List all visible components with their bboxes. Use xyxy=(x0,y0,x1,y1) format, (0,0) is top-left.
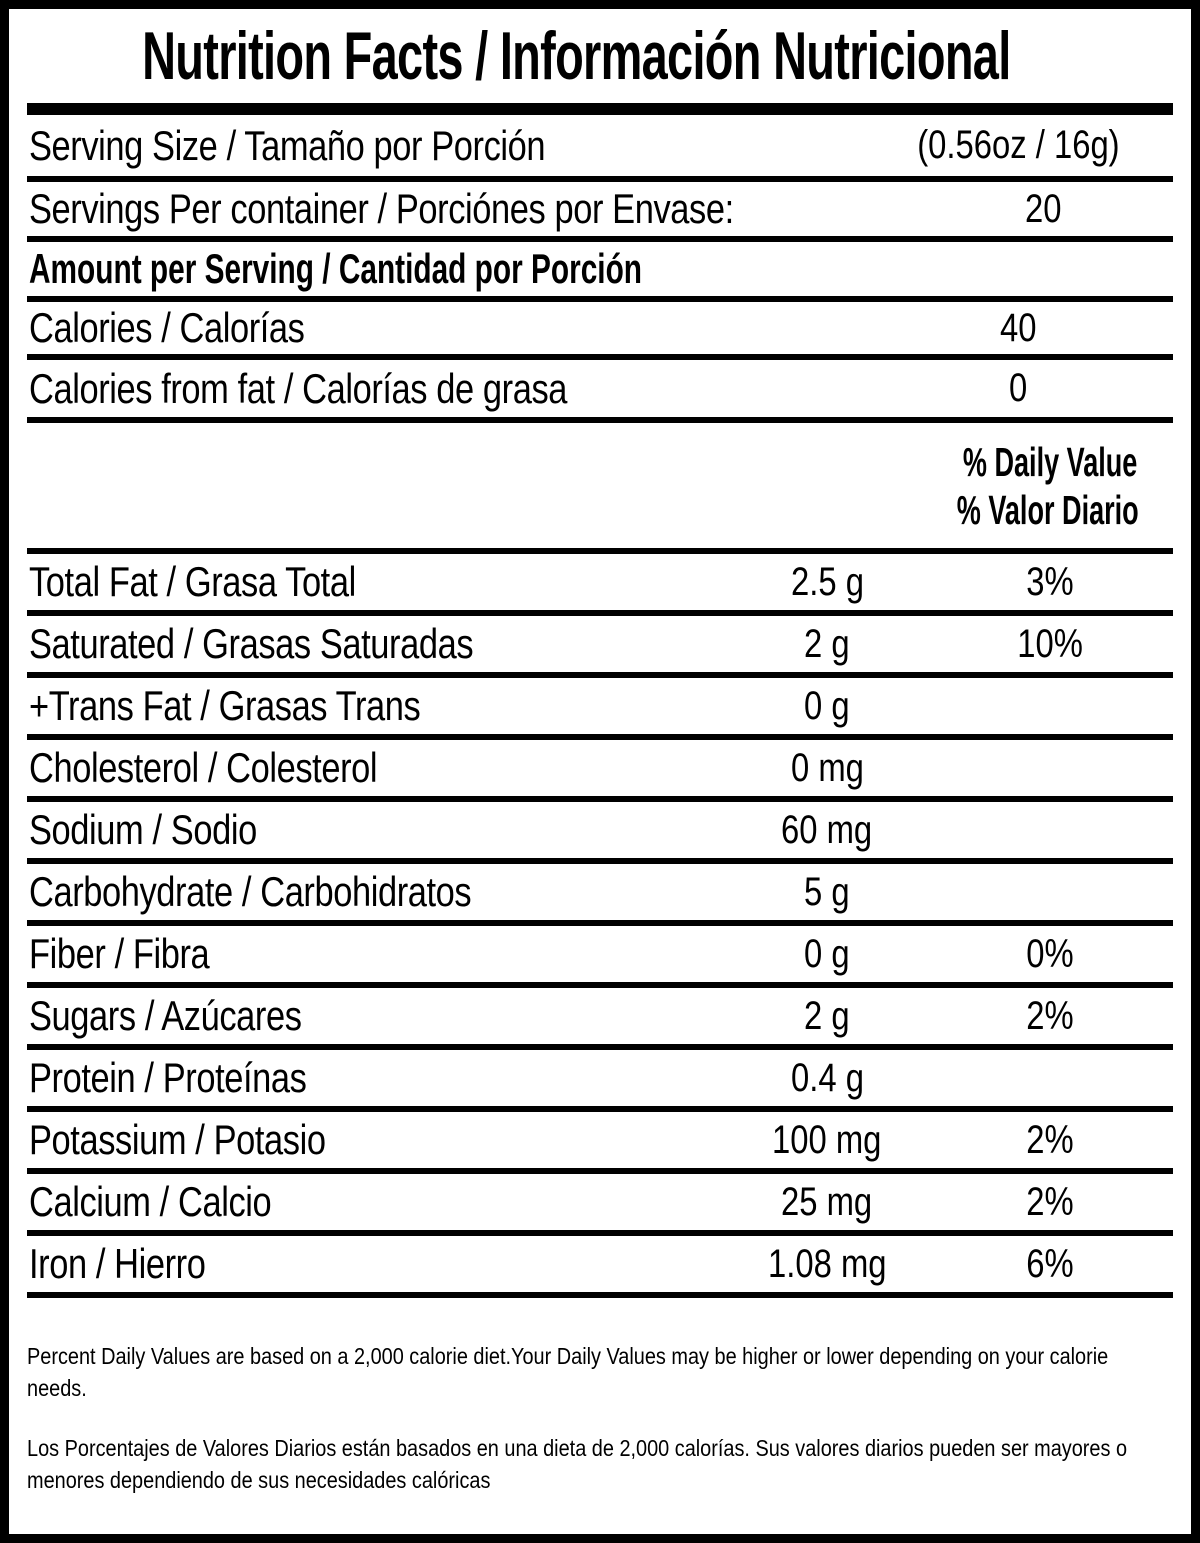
nutrient-row-saturated-fat: Saturated / Grasas Saturadas 2 g 10% xyxy=(27,616,1173,678)
nutrient-daily-value xyxy=(927,684,1173,729)
servings-per-container-value: 20 xyxy=(1025,186,1062,231)
daily-value-header-es: % Valor Diario xyxy=(956,486,1139,533)
nutrient-label: +Trans Fat / Grasas Trans xyxy=(29,682,421,729)
servings-per-container-label: Servings Per container / Porciónes por E… xyxy=(29,185,734,232)
daily-value-header: % Daily Value % Valor Diario xyxy=(863,438,1173,534)
nutrient-label: Sugars / Azúcares xyxy=(29,992,302,1039)
nutrient-amount: 60 mg xyxy=(781,807,873,852)
nutrient-amount: 2 g xyxy=(804,621,850,666)
nutrient-row-sodium: Sodium / Sodio 60 mg xyxy=(27,802,1173,864)
calories-value: 40 xyxy=(999,305,1037,350)
nutrient-row-protein: Protein / Proteínas 0.4 g xyxy=(27,1050,1173,1112)
nutrient-label: Iron / Hierro xyxy=(29,1240,206,1287)
nutrient-row-trans-fat: +Trans Fat / Grasas Trans 0 g xyxy=(27,678,1173,740)
nutrient-daily-value: 6% xyxy=(1026,1241,1074,1286)
nutrient-daily-value xyxy=(927,870,1173,915)
nutrient-row-carbohydrate: Carbohydrate / Carbohidratos 5 g xyxy=(27,864,1173,926)
nutrient-daily-value: 2% xyxy=(1026,993,1074,1038)
nutrient-amount: 100 mg xyxy=(772,1117,882,1162)
nutrient-label: Saturated / Grasas Saturadas xyxy=(29,620,474,667)
calories-from-fat-row: Calories from fat / Calorías de grasa 0 xyxy=(27,360,1173,423)
page-title: Nutrition Facts / Información Nutriciona… xyxy=(141,18,1011,94)
servings-per-container-row: Servings Per container / Porciónes por E… xyxy=(27,182,1173,242)
serving-size-row: Serving Size / Tamaño por Porción (0.56o… xyxy=(27,115,1173,182)
nutrient-row-total-fat: Total Fat / Grasa Total 2.5 g 3% xyxy=(27,554,1173,616)
nutrient-label: Sodium / Sodio xyxy=(29,806,257,853)
daily-value-header-row: % Daily Value % Valor Diario xyxy=(27,423,1173,554)
serving-size-label: Serving Size / Tamaño por Porción xyxy=(29,121,546,169)
nutrient-daily-value: 2% xyxy=(1026,1179,1074,1224)
nutrient-row-cholesterol: Cholesterol / Colesterol 0 mg xyxy=(27,740,1173,802)
nutrient-daily-value xyxy=(927,746,1173,791)
nutrient-label: Calcium / Calcio xyxy=(29,1178,272,1225)
nutrient-row-calcium: Calcium / Calcio 25 mg 2% xyxy=(27,1174,1173,1236)
calories-from-fat-label: Calories from fat / Calorías de grasa xyxy=(29,364,568,412)
nutrient-label: Total Fat / Grasa Total xyxy=(29,558,356,605)
daily-value-header-en: % Daily Value xyxy=(962,438,1137,485)
nutrient-amount: 0 mg xyxy=(790,745,864,790)
calories-label: Calories / Calorías xyxy=(29,304,305,351)
nutrient-amount: 0 g xyxy=(804,931,850,976)
amount-per-serving-header: Amount per Serving / Cantidad por Porció… xyxy=(29,245,643,292)
footnotes-section: Percent Daily Values are based on a 2,00… xyxy=(27,1298,1173,1496)
nutrient-row-fiber: Fiber / Fibra 0 g 0% xyxy=(27,926,1173,988)
title-divider-bar xyxy=(27,103,1173,115)
nutrient-row-iron: Iron / Hierro 1.08 mg 6% xyxy=(27,1236,1173,1298)
calories-from-fat-value: 0 xyxy=(1008,366,1028,410)
calories-row: Calories / Calorías 40 xyxy=(27,302,1173,360)
nutrient-row-potassium: Potassium / Potasio 100 mg 2% xyxy=(27,1112,1173,1174)
nutrient-label: Potassium / Potasio xyxy=(29,1116,326,1163)
amount-per-serving-header-row: Amount per Serving / Cantidad por Porció… xyxy=(27,242,1173,302)
nutrient-amount: 0.4 g xyxy=(790,1055,864,1100)
nutrient-daily-value xyxy=(927,1056,1173,1101)
serving-size-value: (0.56oz / 16g) xyxy=(916,123,1120,167)
footnote-english: Percent Daily Values are based on a 2,00… xyxy=(27,1343,1109,1401)
nutrient-daily-value: 2% xyxy=(1026,1117,1074,1162)
nutrient-daily-value: 3% xyxy=(1026,559,1074,604)
nutrient-label: Carbohydrate / Carbohidratos xyxy=(29,868,472,915)
nutrient-daily-value: 0% xyxy=(1026,931,1074,976)
nutrient-amount: 2 g xyxy=(804,993,850,1038)
footnote-spanish: Los Porcentajes de Valores Diarios están… xyxy=(27,1435,1128,1493)
label-header: Nutrition Facts / Información Nutriciona… xyxy=(27,9,1173,103)
nutrient-daily-value xyxy=(927,808,1173,853)
nutrient-amount: 25 mg xyxy=(781,1179,873,1224)
nutrient-label: Fiber / Fibra xyxy=(29,930,210,977)
nutrient-amount: 1.08 mg xyxy=(767,1241,887,1286)
nutrient-label: Protein / Proteínas xyxy=(29,1054,307,1101)
nutrient-label: Cholesterol / Colesterol xyxy=(29,744,378,791)
nutrient-amount: 5 g xyxy=(804,869,850,914)
nutrient-daily-value: 10% xyxy=(1017,621,1083,666)
nutrient-amount: 0 g xyxy=(804,683,850,728)
nutrient-row-sugars: Sugars / Azúcares 2 g 2% xyxy=(27,988,1173,1050)
nutrient-amount: 2.5 g xyxy=(790,559,864,604)
